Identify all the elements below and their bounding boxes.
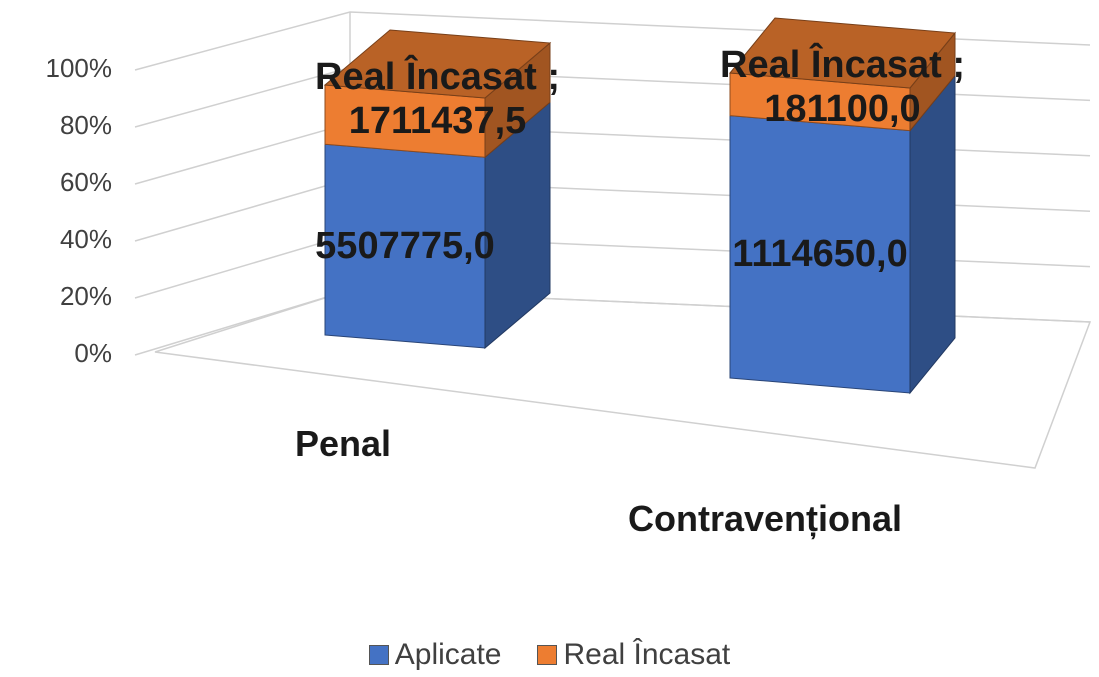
y-tick-label: 0% [74, 338, 112, 368]
legend-label: Aplicate [394, 638, 502, 671]
data-label: 5507775,0 [315, 225, 495, 268]
y-tick-label: 60% [60, 167, 112, 197]
legend: Aplicate Real Încasat [0, 638, 1099, 672]
data-label: Real Încasat ; 1711437,5 [315, 56, 560, 142]
legend-item: Real Încasat [537, 638, 730, 672]
bar-top [323, 29, 552, 99]
legend-swatch [368, 645, 389, 665]
y-tick-label: 80% [60, 110, 112, 140]
bar-top [729, 17, 956, 89]
legend-label: Real Încasat [563, 638, 731, 671]
y-tick-label: 20% [60, 281, 112, 311]
x-tick-label: Contravențional [628, 498, 903, 539]
legend-item: Aplicate [368, 638, 502, 672]
y-tick-label: 40% [60, 224, 112, 254]
data-label: 1114650,0 [732, 233, 908, 276]
x-tick-label: Penal [295, 423, 392, 464]
data-label: Real Încasat ; 181100,0 [720, 44, 965, 130]
legend-swatch [537, 645, 558, 665]
y-tick-label: 100% [46, 53, 113, 83]
